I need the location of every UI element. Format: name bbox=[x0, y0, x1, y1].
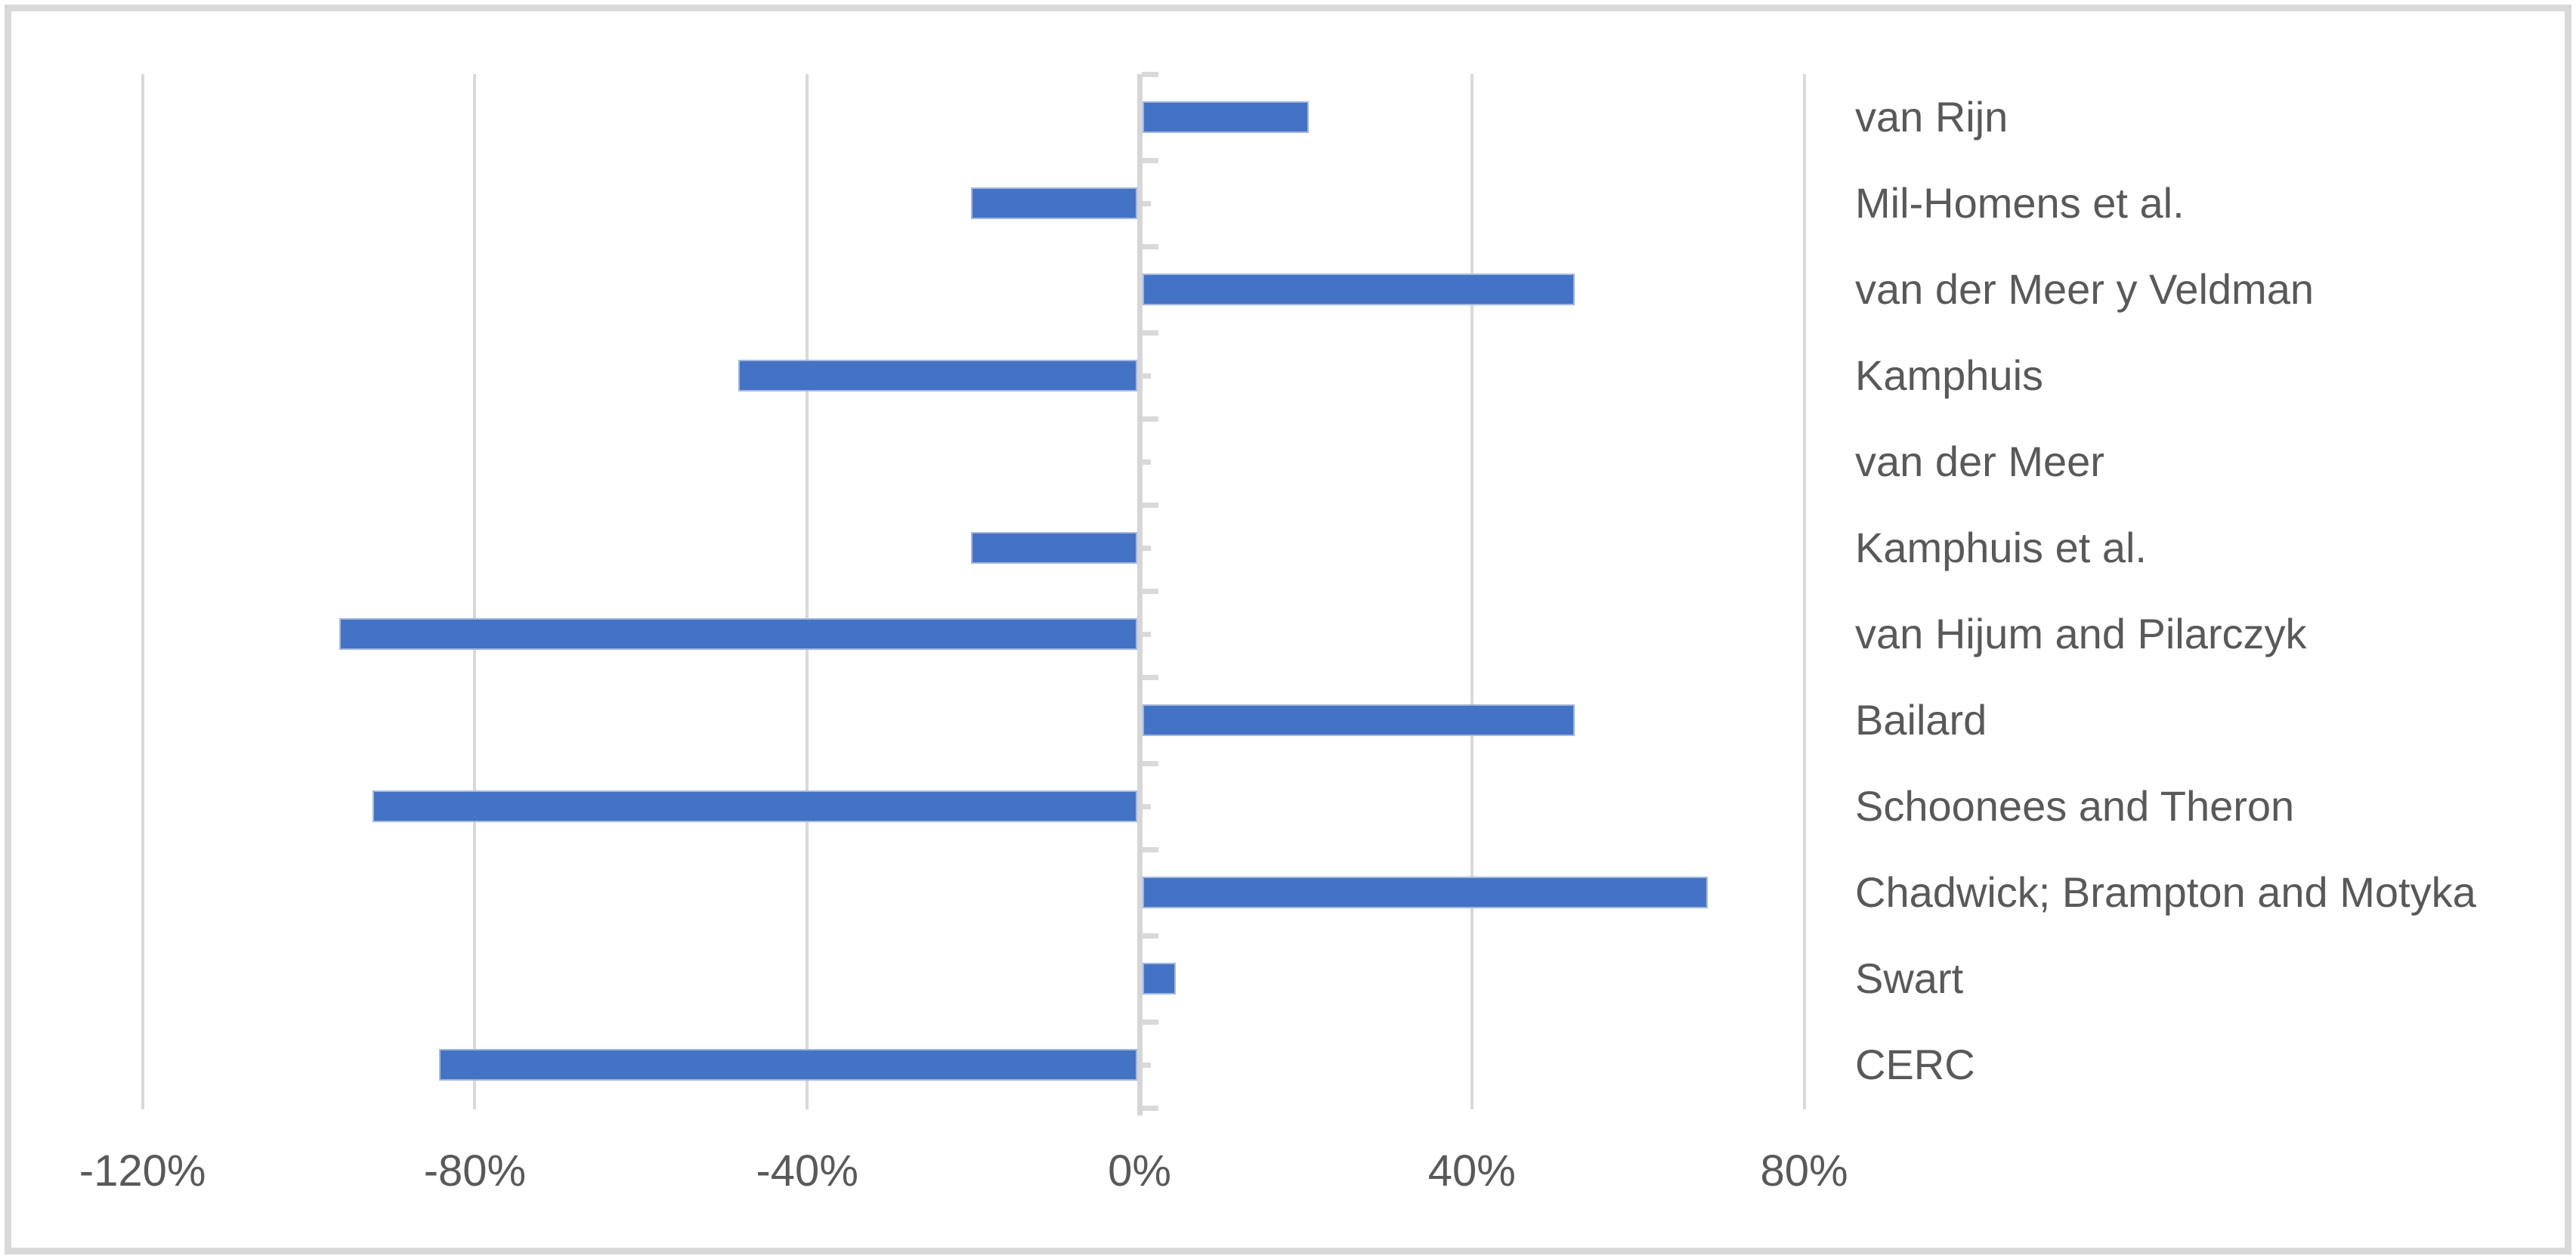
axis-major-tick bbox=[1142, 72, 1158, 77]
axis-major-tick bbox=[1142, 675, 1158, 680]
category-axis-line bbox=[1137, 74, 1143, 1115]
bar-mil-homens-et-al[interactable] bbox=[971, 187, 1137, 219]
bar-kamphuis[interactable] bbox=[738, 360, 1137, 391]
gridline-40pct bbox=[1470, 74, 1474, 1109]
category-label-chadwick-brampton-and-motyka: Chadwick; Brampton and Motyka bbox=[1855, 868, 2476, 916]
category-label-schoonees-and-theron: Schoonees and Theron bbox=[1855, 782, 2295, 830]
axis-minor-tick bbox=[1142, 632, 1151, 637]
x-axis-label-40pct: 40% bbox=[1427, 1146, 1516, 1196]
category-label-van-hijum-and-pilarczyk: van Hijum and Pilarczyk bbox=[1855, 610, 2307, 657]
axis-minor-tick bbox=[1142, 373, 1151, 379]
axis-major-tick bbox=[1142, 158, 1158, 163]
axis-minor-tick bbox=[1142, 459, 1151, 465]
axis-major-tick bbox=[1142, 1106, 1158, 1111]
axis-minor-tick bbox=[1142, 546, 1151, 551]
x-axis-label--40pct: -40% bbox=[756, 1146, 858, 1196]
axis-minor-tick bbox=[1142, 1063, 1151, 1068]
x-axis-label-80pct: 80% bbox=[1760, 1146, 1848, 1196]
gridline--80pct bbox=[473, 74, 477, 1109]
category-label-bailard: Bailard bbox=[1855, 696, 1987, 744]
x-axis-label--120pct: -120% bbox=[79, 1146, 206, 1196]
axis-major-tick bbox=[1142, 244, 1158, 249]
axis-major-tick bbox=[1142, 761, 1158, 766]
axis-major-tick bbox=[1142, 330, 1158, 336]
x-axis-label-0pct: 0% bbox=[1108, 1146, 1171, 1196]
category-label-mil-homens-et-al: Mil-Homens et al. bbox=[1855, 179, 2185, 227]
axis-major-tick bbox=[1142, 847, 1158, 852]
category-label-van-der-meer-y-veldman: van der Meer y Veldman bbox=[1855, 265, 2314, 313]
x-axis-label--80pct: -80% bbox=[423, 1146, 527, 1196]
axis-minor-tick bbox=[1142, 201, 1151, 206]
bar-van-der-meer-y-veldman[interactable] bbox=[1143, 274, 1575, 305]
bar-cerc[interactable] bbox=[439, 1049, 1137, 1081]
category-label-van-der-meer: van der Meer bbox=[1855, 438, 2104, 485]
category-label-cerc: CERC bbox=[1855, 1041, 1975, 1088]
bar-chadwick-brampton-and-motyka[interactable] bbox=[1143, 877, 1708, 908]
axis-major-tick bbox=[1142, 503, 1158, 508]
category-label-kamphuis-et-al: Kamphuis et al. bbox=[1855, 524, 2147, 571]
bar-swart[interactable] bbox=[1143, 963, 1176, 995]
bar-van-rijn[interactable] bbox=[1143, 101, 1309, 133]
gridline--120pct bbox=[141, 74, 144, 1109]
bar-schoonees-and-theron[interactable] bbox=[373, 790, 1137, 822]
axis-major-tick bbox=[1142, 933, 1158, 939]
bar-kamphuis-et-al[interactable] bbox=[971, 532, 1137, 564]
bar-bailard[interactable] bbox=[1143, 704, 1575, 736]
axis-minor-tick bbox=[1142, 804, 1151, 809]
category-label-swart: Swart bbox=[1855, 954, 1964, 1002]
gridline--40pct bbox=[806, 74, 809, 1109]
axis-major-tick bbox=[1142, 589, 1158, 594]
gridline-80pct bbox=[1802, 74, 1806, 1109]
category-label-van-rijn: van Rijn bbox=[1855, 93, 2009, 141]
axis-major-tick bbox=[1142, 1019, 1158, 1025]
axis-major-tick bbox=[1142, 416, 1158, 422]
bar-van-hijum-and-pilarczyk[interactable] bbox=[339, 618, 1137, 650]
category-label-kamphuis: Kamphuis bbox=[1855, 351, 2044, 399]
